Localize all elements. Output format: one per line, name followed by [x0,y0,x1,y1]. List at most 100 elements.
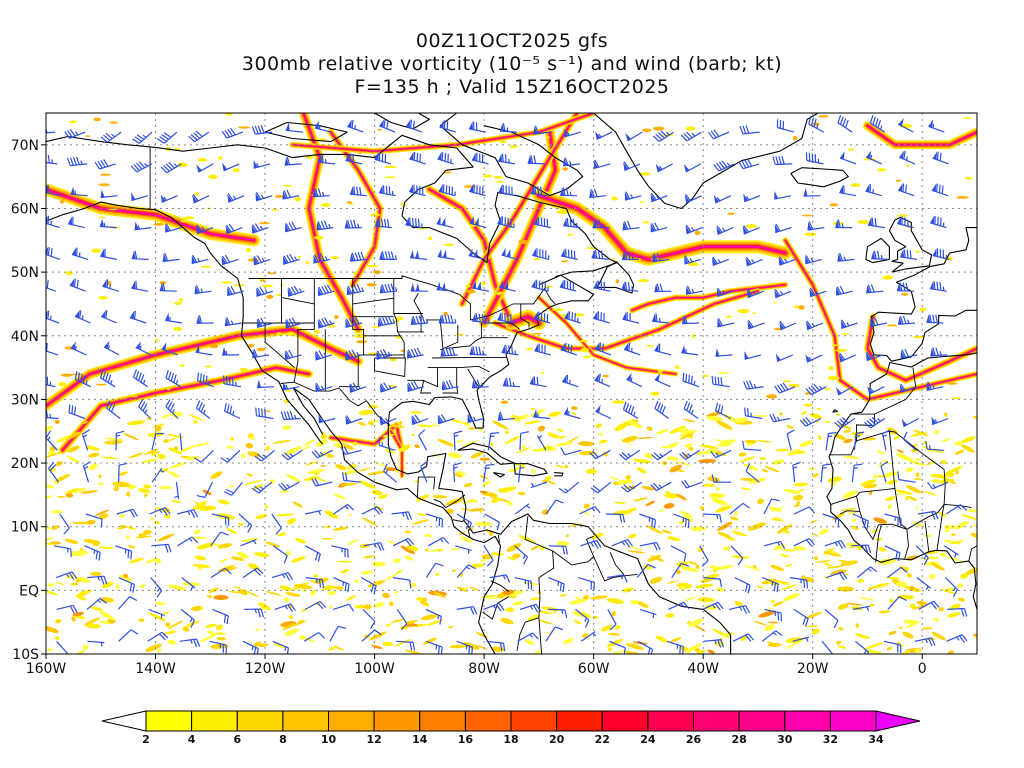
barb-staff [418,435,428,451]
barb-pennant [503,377,507,386]
vorticity-blob [435,572,440,577]
wind-barb [304,600,327,610]
barb-flag [445,347,450,356]
wind-barb [622,401,639,420]
vorticity-blob [455,440,464,443]
barb-flag [220,531,229,536]
barb-flag [357,251,362,261]
barb-half-flag [777,541,781,547]
barb-flag [475,313,478,322]
vorticity-blob [633,497,649,502]
barb-staff [903,438,917,451]
vorticity-blob [332,493,346,500]
wind-barb [71,247,89,260]
vorticity-blob [167,434,184,438]
wind-barb [489,574,511,583]
barb-flag [496,604,502,612]
wind-barb [580,539,602,549]
vorticity-blob [470,451,483,459]
barb-flag [83,461,91,467]
barb-pennant [313,254,318,264]
vorticity-blob [98,216,106,219]
vorticity-blob [836,413,841,416]
barb-half-flag [256,163,260,168]
barb-pennant [468,248,473,257]
barb-flag [537,186,540,195]
wind-barb [472,280,490,292]
vorticity-blob [126,491,131,497]
wind-barb [282,381,300,391]
barb-half-flag [659,453,664,457]
wind-barb [410,315,429,325]
barb-flag [71,405,74,414]
barb-staff [763,498,773,515]
vorticity-blob [236,551,249,559]
barb-flag [621,452,629,459]
barb-flag [939,282,942,291]
barb-flag [79,310,82,319]
barb-pennant [803,188,808,197]
vorticity-blob [756,440,773,443]
barb-pennant [685,286,690,295]
barb-pennant [805,321,811,330]
barb-flag [654,400,659,409]
barb-pennant [593,311,598,320]
wind-barb [679,449,701,461]
barb-half-flag [385,469,389,474]
barb-flag [465,521,470,530]
vorticity-blob [565,534,569,538]
barb-flag [739,125,744,135]
barb-flag [45,279,46,287]
vorticity-blob [69,120,77,123]
vorticity-blob [149,517,154,521]
barb-flag [47,247,50,256]
vorticity-blob [507,556,516,561]
barb-flag [625,403,630,412]
coastline-pacific-na [46,201,324,445]
barb-flag [624,281,628,290]
vorticity-blob [818,115,829,118]
vorticity-blob [754,620,768,626]
barb-flag [190,134,198,141]
wind-barb [681,315,700,325]
barb-staff [903,417,919,428]
colorbar-label: 10 [321,733,337,746]
wind-barb [438,314,457,324]
vorticity-blob [924,534,934,537]
barb-flag [511,345,514,355]
wind-barb [85,513,103,528]
barb-flag [564,609,568,619]
barb-flag [222,375,225,384]
barb-flag [499,411,504,420]
wind-barb [66,156,88,167]
barb-flag [351,317,357,325]
barb-pennant [930,215,935,224]
barb-flag [747,288,754,297]
barb-flag [744,159,750,168]
wind-barb [345,153,363,165]
vorticity-blob [613,501,626,504]
wind-barb [548,577,565,593]
barb-flag [226,224,232,233]
vorticity-blob [801,214,813,217]
wind-barb [917,510,939,520]
barb-flag [590,189,595,198]
vorticity-blob [65,431,80,441]
vorticity-blob [531,333,543,335]
vorticity-blob [393,591,399,594]
wind-barb [497,312,515,324]
barb-flag [110,404,116,413]
barb-pennant [161,342,167,351]
barb-flag [421,315,426,324]
barb-flag [743,381,748,390]
barb-pennant [593,280,598,289]
wind-barb [392,577,412,589]
barb-flag [710,130,717,138]
vorticity-blob [517,491,526,496]
wind-barb [900,249,917,260]
wind-barb [671,562,690,578]
wind-barb [46,342,59,356]
barb-staff [318,417,336,424]
vorticity-blob [915,506,919,509]
vorticity-blob [449,418,461,423]
